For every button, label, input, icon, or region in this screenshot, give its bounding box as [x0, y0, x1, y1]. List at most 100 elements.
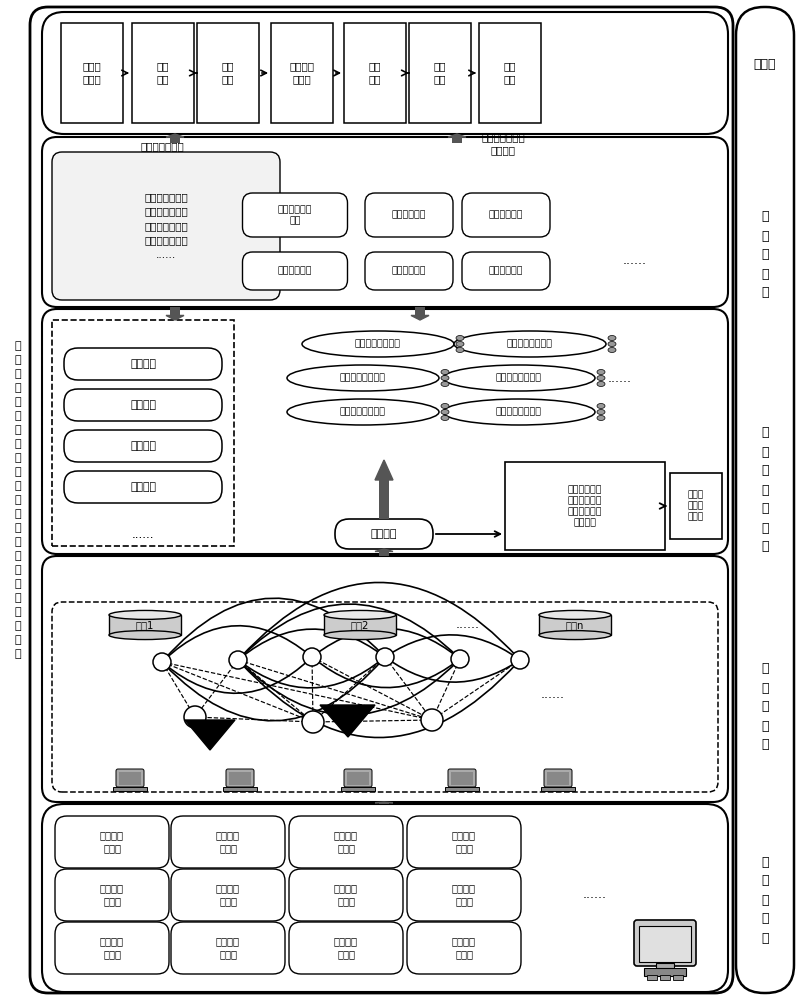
Circle shape: [255, 878, 283, 906]
Text: 仿真
分析: 仿真 分析: [369, 61, 382, 85]
FancyBboxPatch shape: [179, 947, 277, 972]
Bar: [271, 23, 333, 123]
Circle shape: [234, 931, 262, 959]
Circle shape: [409, 878, 437, 906]
Text: 机床加工服务: 机床加工服务: [489, 211, 523, 220]
Bar: [109, 615, 181, 635]
FancyBboxPatch shape: [335, 519, 433, 549]
Circle shape: [470, 825, 498, 853]
Circle shape: [78, 825, 106, 853]
FancyBboxPatch shape: [63, 894, 161, 919]
Text: 仿真分析服务: 仿真分析服务: [489, 266, 523, 275]
Circle shape: [491, 878, 519, 906]
Bar: [113, 787, 147, 791]
Circle shape: [118, 878, 146, 906]
Text: 工艺规划知识云系: 工艺规划知识云系: [507, 340, 553, 349]
Bar: [539, 615, 611, 635]
FancyBboxPatch shape: [462, 252, 550, 290]
Circle shape: [291, 825, 318, 853]
Bar: [639, 926, 691, 962]
Bar: [451, 772, 473, 785]
Circle shape: [332, 931, 360, 959]
FancyBboxPatch shape: [409, 883, 519, 913]
Circle shape: [57, 878, 85, 906]
Ellipse shape: [443, 399, 595, 425]
Circle shape: [312, 825, 339, 853]
Bar: [644, 968, 686, 976]
Circle shape: [184, 706, 206, 728]
Text: 知识搜索服务、
知识咨询服务、
知识推送服务、
知识订阅服务、
......: 知识搜索服务、 知识咨询服务、 知识推送服务、 知识订阅服务、 ......: [144, 192, 188, 260]
FancyBboxPatch shape: [63, 841, 161, 866]
Ellipse shape: [441, 416, 449, 420]
FancyBboxPatch shape: [365, 252, 453, 290]
Text: 样机
试制: 样机 试制: [504, 61, 516, 85]
Bar: [379, 551, 389, 556]
Text: 知识匹配: 知识匹配: [370, 529, 398, 539]
Ellipse shape: [539, 631, 611, 640]
Text: 加工方法
知识云: 加工方法 知识云: [334, 831, 358, 853]
FancyBboxPatch shape: [344, 769, 372, 787]
Circle shape: [353, 878, 380, 906]
FancyBboxPatch shape: [52, 602, 718, 792]
Ellipse shape: [324, 631, 396, 640]
Circle shape: [118, 825, 146, 853]
Text: 测试设备
知识云: 测试设备 知识云: [100, 884, 124, 906]
Bar: [660, 975, 670, 980]
Text: ......: ......: [456, 618, 480, 632]
Circle shape: [139, 878, 167, 906]
Bar: [344, 23, 406, 123]
Text: 知识搜索: 知识搜索: [130, 359, 156, 369]
FancyBboxPatch shape: [179, 894, 277, 919]
FancyBboxPatch shape: [242, 193, 347, 237]
FancyBboxPatch shape: [291, 936, 401, 966]
Text: 曲面造
型设计: 曲面造 型设计: [82, 61, 102, 85]
Bar: [445, 787, 479, 791]
Bar: [324, 615, 396, 635]
Circle shape: [374, 931, 401, 959]
Circle shape: [409, 931, 437, 959]
Circle shape: [374, 878, 401, 906]
Ellipse shape: [441, 375, 449, 380]
Ellipse shape: [608, 348, 616, 353]
Bar: [647, 975, 657, 980]
Ellipse shape: [597, 410, 605, 414]
Text: 刀具信息
知识云: 刀具信息 知识云: [452, 831, 476, 853]
Circle shape: [312, 878, 339, 906]
Text: 样机试制服务: 样机试制服务: [392, 266, 426, 275]
Polygon shape: [320, 705, 375, 737]
FancyBboxPatch shape: [544, 769, 572, 787]
FancyBboxPatch shape: [57, 883, 167, 913]
Text: 材料信息
知识云: 材料信息 知识云: [100, 937, 124, 959]
Circle shape: [430, 825, 458, 853]
Circle shape: [229, 651, 247, 669]
Text: 机床
加工: 机床 加工: [434, 61, 446, 85]
Text: 刀轨
计算: 刀轨 计算: [222, 61, 234, 85]
Ellipse shape: [287, 365, 439, 391]
Circle shape: [409, 825, 437, 853]
Ellipse shape: [597, 403, 605, 408]
Ellipse shape: [597, 381, 605, 386]
Text: ......: ......: [132, 528, 154, 540]
Circle shape: [234, 878, 262, 906]
Text: 控制系统
知识云: 控制系统 知识云: [216, 937, 240, 959]
Bar: [656, 963, 674, 970]
Circle shape: [173, 931, 201, 959]
Ellipse shape: [441, 369, 449, 374]
FancyBboxPatch shape: [462, 193, 550, 237]
Bar: [673, 975, 683, 980]
Circle shape: [214, 931, 242, 959]
Bar: [52, 320, 234, 546]
Bar: [223, 787, 257, 791]
FancyBboxPatch shape: [42, 556, 728, 802]
Text: ......: ......: [608, 371, 632, 384]
FancyBboxPatch shape: [736, 7, 794, 993]
Text: 机床装备
知识云: 机床装备 知识云: [334, 884, 358, 906]
Circle shape: [57, 931, 85, 959]
FancyBboxPatch shape: [173, 830, 283, 860]
FancyBboxPatch shape: [116, 769, 144, 787]
Ellipse shape: [441, 403, 449, 408]
FancyBboxPatch shape: [42, 804, 728, 992]
Circle shape: [353, 931, 380, 959]
Circle shape: [302, 711, 324, 733]
Polygon shape: [375, 549, 393, 551]
